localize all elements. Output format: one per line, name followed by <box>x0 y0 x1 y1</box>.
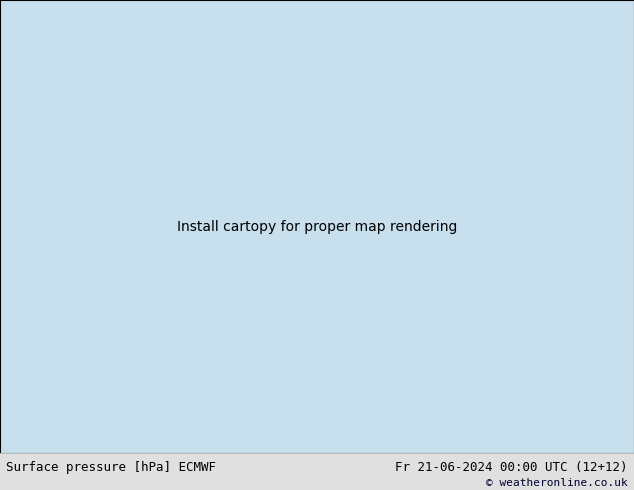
Text: Install cartopy for proper map rendering: Install cartopy for proper map rendering <box>177 220 457 234</box>
Text: Surface pressure [hPa] ECMWF: Surface pressure [hPa] ECMWF <box>6 461 216 474</box>
Text: Fr 21-06-2024 00:00 UTC (12+12): Fr 21-06-2024 00:00 UTC (12+12) <box>395 461 628 474</box>
Text: © weatheronline.co.uk: © weatheronline.co.uk <box>486 478 628 489</box>
